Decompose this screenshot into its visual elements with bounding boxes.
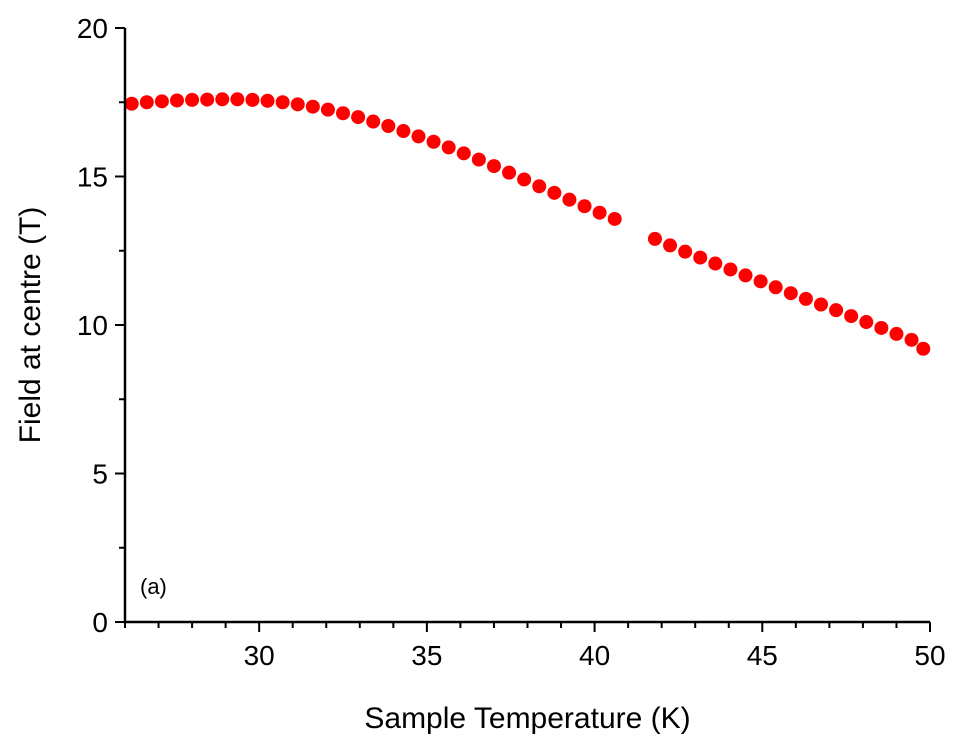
data-point — [200, 92, 215, 107]
data-point — [320, 102, 335, 117]
data-point — [351, 110, 366, 125]
y-tick-label: 15 — [77, 162, 108, 193]
data-point — [154, 94, 169, 109]
x-tick-label: 30 — [244, 640, 275, 671]
data-point — [381, 119, 396, 134]
x-tick-label: 50 — [914, 640, 945, 671]
data-point — [663, 238, 678, 253]
data-point — [813, 297, 828, 312]
data-point — [798, 291, 813, 306]
data-point — [456, 146, 471, 161]
x-tick-label: 40 — [579, 640, 610, 671]
data-point — [693, 250, 708, 265]
data-point — [517, 172, 532, 187]
data-point — [889, 326, 904, 341]
axes — [123, 28, 930, 624]
data-point — [768, 280, 783, 295]
y-tick-label: 5 — [92, 459, 108, 490]
data-point — [592, 205, 607, 220]
data-point — [753, 274, 768, 289]
data-point — [441, 140, 456, 155]
data-point — [607, 211, 622, 226]
data-point — [723, 262, 738, 277]
panel-annotation: (a) — [140, 574, 167, 599]
data-point — [169, 93, 184, 108]
data-point — [245, 92, 260, 107]
data-point — [859, 315, 874, 330]
data-point — [874, 320, 889, 335]
x-axis-label: Sample Temperature (K) — [364, 702, 690, 735]
data-point — [532, 179, 547, 194]
data-point — [366, 114, 381, 129]
data-point — [185, 92, 200, 107]
data-point — [844, 309, 859, 324]
y-axis-label: Field at centre (T) — [14, 207, 47, 444]
data-point — [783, 286, 798, 301]
y-tick-label: 0 — [92, 607, 108, 638]
data-point — [916, 341, 931, 356]
data-point — [562, 192, 577, 207]
data-point — [336, 106, 351, 121]
data-point — [708, 256, 723, 271]
y-tick-label: 20 — [77, 13, 108, 44]
x-axis-ticks: 30 35 40 45 50 — [124, 622, 946, 671]
x-tick-label: 35 — [411, 640, 442, 671]
data-point — [305, 99, 320, 114]
data-point — [647, 231, 662, 246]
data-point — [139, 95, 154, 110]
data-point — [275, 95, 290, 110]
data-point — [486, 159, 501, 174]
data-point — [215, 92, 230, 107]
y-axis-ticks: 0 5 10 15 20 — [77, 13, 125, 638]
data-point — [230, 92, 245, 107]
data-point — [678, 244, 693, 259]
data-points — [124, 92, 931, 356]
data-point — [547, 185, 562, 200]
data-point — [471, 152, 486, 167]
x-tick-label: 45 — [747, 640, 778, 671]
data-point — [411, 129, 426, 144]
data-point — [577, 199, 592, 214]
data-point — [396, 124, 411, 139]
data-point — [426, 134, 441, 149]
y-tick-label: 10 — [77, 310, 108, 341]
data-point — [502, 165, 517, 180]
data-point — [290, 97, 305, 112]
data-point — [738, 268, 753, 283]
data-point — [829, 303, 844, 318]
data-point — [124, 96, 139, 111]
data-point — [260, 93, 275, 108]
data-point — [904, 332, 919, 347]
